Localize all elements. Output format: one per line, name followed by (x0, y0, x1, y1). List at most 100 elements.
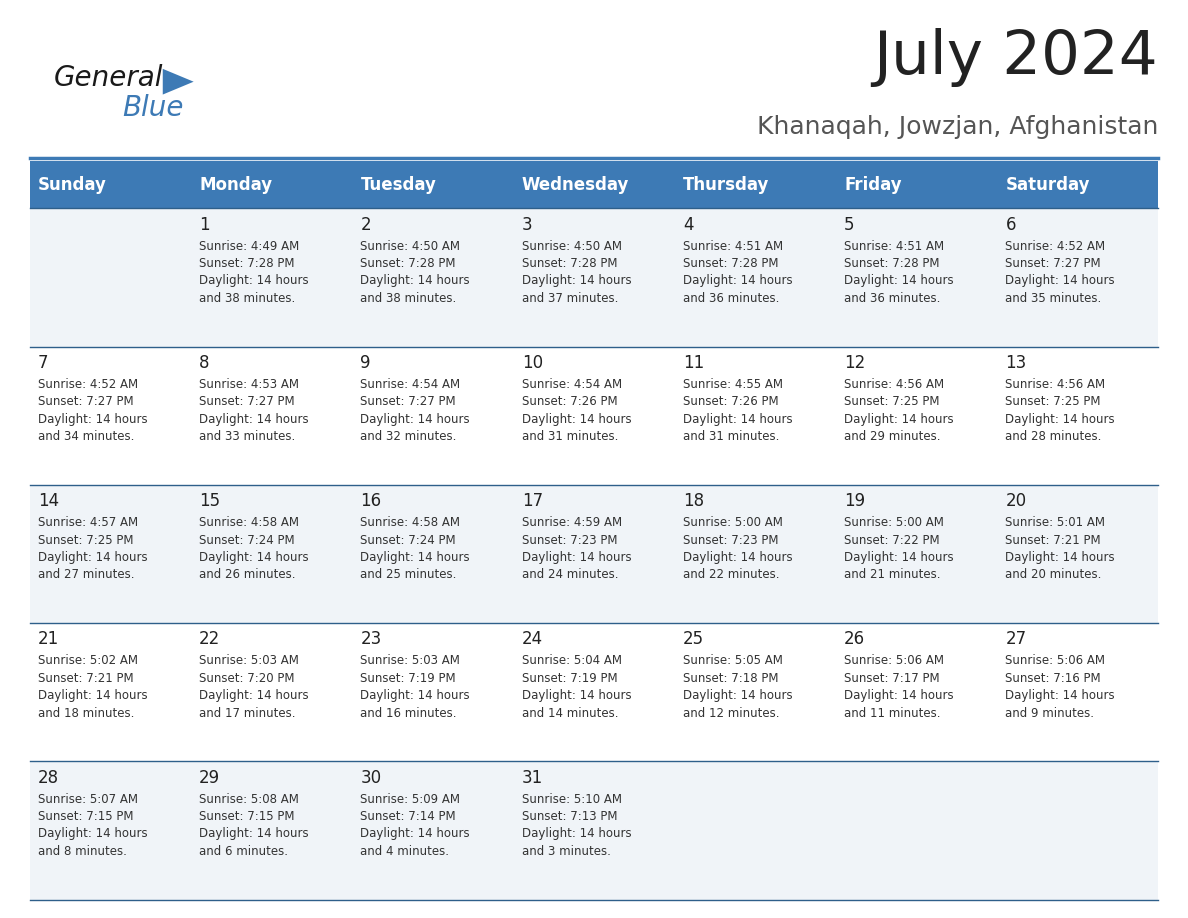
Text: Daylight: 14 hours: Daylight: 14 hours (845, 413, 954, 426)
Bar (30, 485, 1158, 623)
Text: Sunrise: 4:54 AM: Sunrise: 4:54 AM (360, 378, 461, 391)
Text: and 37 minutes.: and 37 minutes. (522, 292, 618, 305)
Text: 19: 19 (845, 492, 865, 510)
Text: Sunrise: 4:51 AM: Sunrise: 4:51 AM (683, 240, 783, 252)
Text: and 25 minutes.: and 25 minutes. (360, 568, 457, 581)
Text: Daylight: 14 hours: Daylight: 14 hours (1005, 413, 1116, 426)
Text: Sunday: Sunday (38, 175, 107, 194)
Text: Daylight: 14 hours: Daylight: 14 hours (360, 551, 470, 564)
Text: Sunset: 7:21 PM: Sunset: 7:21 PM (1005, 533, 1101, 546)
Text: Daylight: 14 hours: Daylight: 14 hours (200, 689, 309, 702)
Text: Sunrise: 4:59 AM: Sunrise: 4:59 AM (522, 516, 621, 529)
Text: Sunrise: 5:00 AM: Sunrise: 5:00 AM (845, 516, 944, 529)
Text: Sunset: 7:14 PM: Sunset: 7:14 PM (360, 810, 456, 823)
Text: 31: 31 (522, 768, 543, 787)
Text: Daylight: 14 hours: Daylight: 14 hours (360, 689, 470, 702)
Text: 17: 17 (522, 492, 543, 510)
Text: and 29 minutes.: and 29 minutes. (845, 431, 941, 443)
Text: Friday: Friday (845, 175, 902, 194)
Text: Sunrise: 5:03 AM: Sunrise: 5:03 AM (360, 655, 460, 667)
Text: Sunset: 7:27 PM: Sunset: 7:27 PM (200, 396, 295, 409)
Text: and 8 minutes.: and 8 minutes. (38, 845, 127, 858)
Text: Sunset: 7:28 PM: Sunset: 7:28 PM (200, 257, 295, 270)
Text: Daylight: 14 hours: Daylight: 14 hours (845, 551, 954, 564)
Text: Sunset: 7:25 PM: Sunset: 7:25 PM (845, 396, 940, 409)
Text: Sunset: 7:16 PM: Sunset: 7:16 PM (1005, 672, 1101, 685)
Text: 20: 20 (1005, 492, 1026, 510)
Text: July 2024: July 2024 (873, 28, 1158, 86)
Bar (30, 161, 1158, 208)
Text: Sunrise: 5:00 AM: Sunrise: 5:00 AM (683, 516, 783, 529)
Text: 23: 23 (360, 631, 381, 648)
Text: Daylight: 14 hours: Daylight: 14 hours (200, 827, 309, 841)
Text: and 36 minutes.: and 36 minutes. (845, 292, 941, 305)
Text: Sunset: 7:19 PM: Sunset: 7:19 PM (360, 672, 456, 685)
Text: and 38 minutes.: and 38 minutes. (200, 292, 296, 305)
Text: Daylight: 14 hours: Daylight: 14 hours (38, 551, 147, 564)
Text: Daylight: 14 hours: Daylight: 14 hours (1005, 689, 1116, 702)
Text: and 12 minutes.: and 12 minutes. (683, 707, 779, 720)
Text: and 35 minutes.: and 35 minutes. (1005, 292, 1101, 305)
Text: and 32 minutes.: and 32 minutes. (360, 431, 457, 443)
Text: and 11 minutes.: and 11 minutes. (845, 707, 941, 720)
Text: Sunrise: 5:03 AM: Sunrise: 5:03 AM (200, 655, 299, 667)
Text: Saturday: Saturday (1005, 175, 1089, 194)
Text: and 20 minutes.: and 20 minutes. (1005, 568, 1101, 581)
Bar (30, 347, 1158, 485)
Text: and 31 minutes.: and 31 minutes. (522, 431, 618, 443)
Text: Sunset: 7:20 PM: Sunset: 7:20 PM (200, 672, 295, 685)
Text: Blue: Blue (122, 94, 184, 122)
Text: and 38 minutes.: and 38 minutes. (360, 292, 456, 305)
Text: and 22 minutes.: and 22 minutes. (683, 568, 779, 581)
Text: Sunrise: 5:06 AM: Sunrise: 5:06 AM (845, 655, 944, 667)
Text: Daylight: 14 hours: Daylight: 14 hours (1005, 551, 1116, 564)
Text: and 28 minutes.: and 28 minutes. (1005, 431, 1101, 443)
Text: and 31 minutes.: and 31 minutes. (683, 431, 779, 443)
Text: Sunset: 7:28 PM: Sunset: 7:28 PM (845, 257, 940, 270)
Text: Sunset: 7:18 PM: Sunset: 7:18 PM (683, 672, 778, 685)
Text: Sunset: 7:17 PM: Sunset: 7:17 PM (845, 672, 940, 685)
Text: Daylight: 14 hours: Daylight: 14 hours (200, 551, 309, 564)
Text: Sunrise: 4:54 AM: Sunrise: 4:54 AM (522, 378, 621, 391)
Text: Sunset: 7:27 PM: Sunset: 7:27 PM (1005, 257, 1101, 270)
Text: 26: 26 (845, 631, 865, 648)
Text: Sunrise: 4:52 AM: Sunrise: 4:52 AM (38, 378, 138, 391)
Text: Sunset: 7:24 PM: Sunset: 7:24 PM (360, 533, 456, 546)
Text: 15: 15 (200, 492, 220, 510)
Text: Sunrise: 5:09 AM: Sunrise: 5:09 AM (360, 792, 461, 806)
Text: Sunrise: 5:01 AM: Sunrise: 5:01 AM (1005, 516, 1105, 529)
Text: 18: 18 (683, 492, 704, 510)
Text: and 36 minutes.: and 36 minutes. (683, 292, 779, 305)
Text: Daylight: 14 hours: Daylight: 14 hours (522, 689, 631, 702)
Text: and 14 minutes.: and 14 minutes. (522, 707, 618, 720)
Text: Sunrise: 4:56 AM: Sunrise: 4:56 AM (1005, 378, 1106, 391)
Text: 5: 5 (845, 216, 854, 234)
Text: 8: 8 (200, 354, 210, 372)
Text: Daylight: 14 hours: Daylight: 14 hours (38, 413, 147, 426)
Text: 16: 16 (360, 492, 381, 510)
Text: Daylight: 14 hours: Daylight: 14 hours (200, 274, 309, 287)
Text: Sunrise: 4:58 AM: Sunrise: 4:58 AM (200, 516, 299, 529)
Text: Khanaqah, Jowzjan, Afghanistan: Khanaqah, Jowzjan, Afghanistan (757, 115, 1158, 139)
Text: 2: 2 (360, 216, 371, 234)
Text: Sunset: 7:15 PM: Sunset: 7:15 PM (200, 810, 295, 823)
Text: Sunrise: 4:55 AM: Sunrise: 4:55 AM (683, 378, 783, 391)
Text: Sunset: 7:13 PM: Sunset: 7:13 PM (522, 810, 618, 823)
Text: and 21 minutes.: and 21 minutes. (845, 568, 941, 581)
Text: Sunset: 7:26 PM: Sunset: 7:26 PM (683, 396, 778, 409)
Text: 30: 30 (360, 768, 381, 787)
Text: 29: 29 (200, 768, 220, 787)
Text: Daylight: 14 hours: Daylight: 14 hours (360, 827, 470, 841)
Text: 9: 9 (360, 354, 371, 372)
Text: Daylight: 14 hours: Daylight: 14 hours (360, 413, 470, 426)
Text: 25: 25 (683, 631, 704, 648)
Text: Sunset: 7:21 PM: Sunset: 7:21 PM (38, 672, 133, 685)
Text: Sunrise: 5:07 AM: Sunrise: 5:07 AM (38, 792, 138, 806)
Text: Sunset: 7:26 PM: Sunset: 7:26 PM (522, 396, 618, 409)
Bar (30, 761, 1158, 900)
Text: Sunrise: 5:04 AM: Sunrise: 5:04 AM (522, 655, 621, 667)
Text: and 6 minutes.: and 6 minutes. (200, 845, 289, 858)
Text: and 4 minutes.: and 4 minutes. (360, 845, 449, 858)
Text: Daylight: 14 hours: Daylight: 14 hours (683, 413, 792, 426)
Text: Thursday: Thursday (683, 175, 770, 194)
